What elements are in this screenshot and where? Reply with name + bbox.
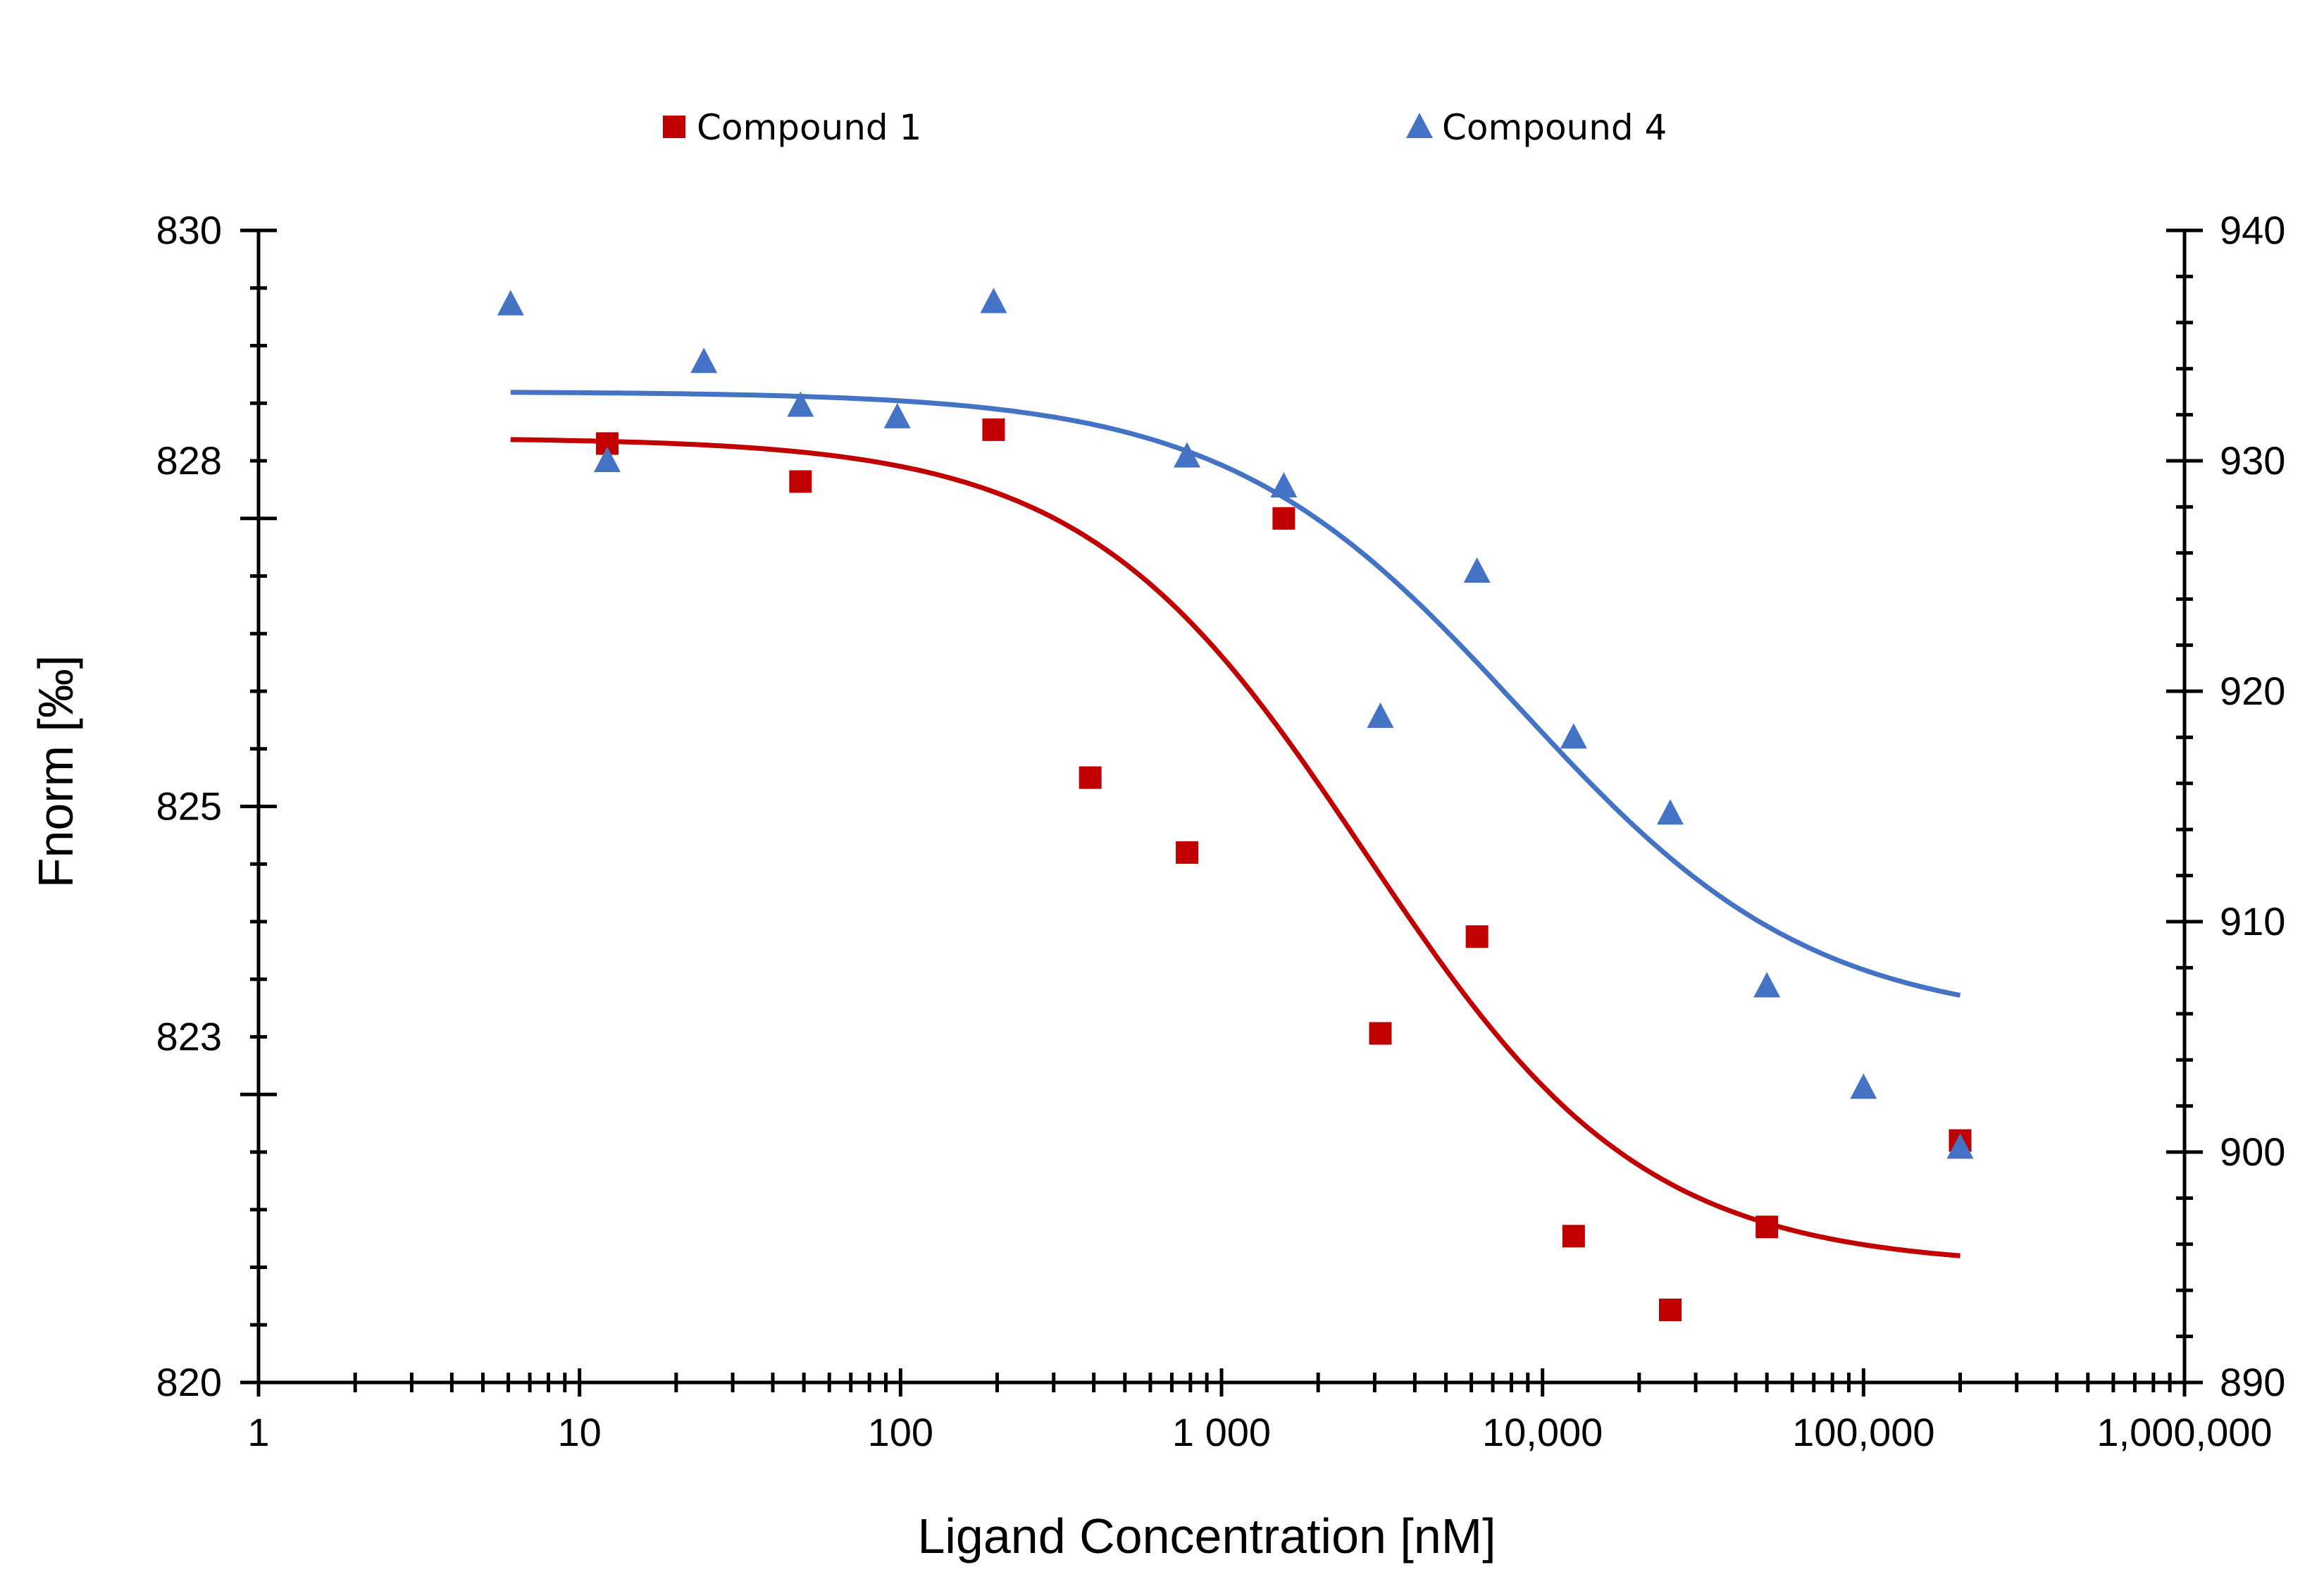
axes xyxy=(256,230,2187,1385)
axis-ticks xyxy=(240,228,2203,1397)
data-point-square xyxy=(1079,766,1102,789)
data-point-triangle xyxy=(1174,442,1201,468)
x-axis-title: Ligand Concentration [nM] xyxy=(917,1509,1496,1564)
y-right-tick-label: 920 xyxy=(2220,669,2285,713)
data-point-triangle xyxy=(1367,702,1394,728)
x-tick-label: 100 xyxy=(868,1410,933,1454)
y-axis-title: Fnorm [‰] xyxy=(28,655,83,889)
data-point-square xyxy=(1272,507,1295,530)
legend: Compound 1 Compound 4 xyxy=(663,107,1667,148)
data-point-triangle xyxy=(980,287,1007,314)
y-left-tick-label: 828 xyxy=(156,438,222,483)
legend-marker-square xyxy=(663,116,685,138)
data-point-triangle xyxy=(1753,972,1781,998)
x-tick-label: 100,000 xyxy=(1792,1410,1934,1454)
data-point-square xyxy=(1465,925,1489,948)
data-point-square xyxy=(982,418,1005,441)
y-left-tick-label: 823 xyxy=(156,1015,222,1059)
x-tick-label: 1 xyxy=(247,1410,269,1454)
data-points xyxy=(497,287,1974,1321)
legend-label: Compound 1 xyxy=(697,107,921,148)
data-point-triangle xyxy=(497,290,524,316)
y-right-tick-label: 890 xyxy=(2220,1360,2285,1404)
data-point-triangle xyxy=(883,402,911,428)
legend-label: Compound 4 xyxy=(1442,107,1667,148)
y-left-tick-label: 825 xyxy=(156,784,222,829)
legend-marker-triangle xyxy=(1406,113,1433,138)
fit-curves xyxy=(510,390,1961,1258)
data-point-triangle xyxy=(787,391,814,417)
data-point-square xyxy=(1658,1298,1682,1321)
y-right-tick-label: 940 xyxy=(2220,208,2285,252)
data-point-triangle xyxy=(690,347,718,373)
data-point-triangle xyxy=(1850,1073,1877,1099)
tick-labels: 820 823 825 828 830 890 900 910 920 930 940 1 10 100 1… xyxy=(156,208,2286,1454)
fit-curve xyxy=(510,390,1961,998)
x-tick-label: 10 xyxy=(558,1410,602,1454)
data-point-square xyxy=(1369,1022,1392,1045)
data-point-square xyxy=(1562,1225,1585,1248)
data-point-square xyxy=(789,470,812,493)
data-point-square xyxy=(1756,1215,1779,1239)
data-point-triangle xyxy=(1270,471,1298,497)
data-point-triangle xyxy=(1463,557,1491,583)
data-point-triangle xyxy=(1656,799,1684,825)
data-point-triangle xyxy=(1560,723,1587,749)
fit-curve xyxy=(510,437,1961,1258)
y-right-tick-label: 930 xyxy=(2220,438,2285,483)
x-tick-label: 10,000 xyxy=(1482,1410,1603,1454)
y-right-tick-label: 900 xyxy=(2220,1130,2285,1174)
x-tick-label: 1,000,000 xyxy=(2096,1410,2272,1454)
y-left-tick-label: 820 xyxy=(156,1360,222,1404)
data-point-triangle xyxy=(594,447,621,472)
x-tick-label: 1 000 xyxy=(1172,1410,1271,1454)
y-right-tick-label: 910 xyxy=(2220,899,2285,943)
y-left-tick-label: 830 xyxy=(156,208,222,252)
data-point-square xyxy=(1176,841,1199,864)
data-point-triangle xyxy=(1946,1133,1974,1159)
